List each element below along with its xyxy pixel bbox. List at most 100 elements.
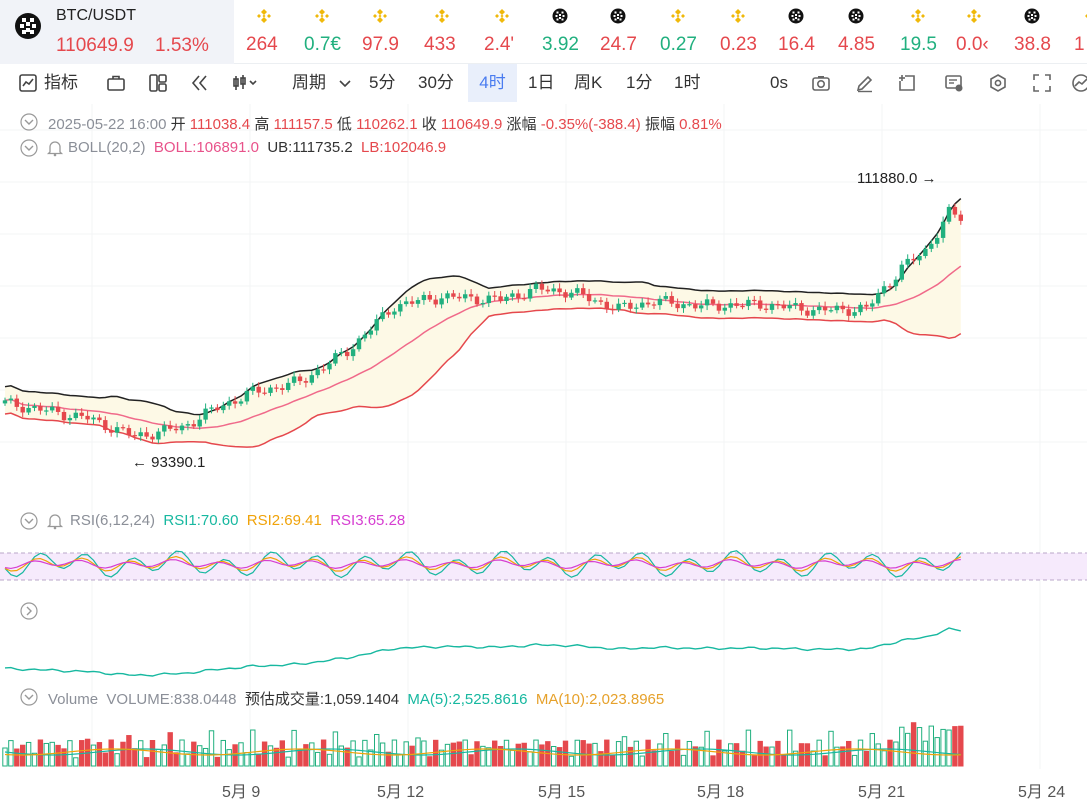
ticker-item[interactable]: 0.27 [660, 0, 720, 64]
collapse-chevron-icon[interactable] [20, 688, 38, 706]
candle-body [758, 300, 763, 309]
volume-bar [2, 747, 8, 767]
active-pair-card[interactable]: BTC/USDT 110649.9 1.53% [0, 0, 234, 64]
ticker-item[interactable]: 264 [246, 0, 306, 64]
layout-icon[interactable] [148, 73, 168, 93]
ticker-item[interactable]: 19.5 [900, 0, 960, 64]
ticker-item[interactable]: 4.85 [838, 0, 898, 64]
price-chart[interactable] [0, 104, 1087, 779]
boll-lower-line [4, 307, 962, 448]
volume-bar [840, 746, 846, 767]
ticker-item[interactable]: 0.7€ [304, 0, 364, 64]
ticker-item[interactable]: 433 [424, 0, 484, 64]
candle-body [616, 303, 621, 310]
interval-1m[interactable]: 1分 [626, 73, 653, 92]
volume-bar [822, 755, 828, 767]
ticker-item[interactable]: 97.9 [362, 0, 422, 64]
bell-icon[interactable] [46, 139, 64, 157]
candle-type-icon[interactable] [232, 73, 258, 93]
candle-body [474, 296, 480, 305]
collapse-chevron-icon[interactable] [20, 512, 38, 530]
volume-bar [728, 743, 734, 767]
candle-body [598, 300, 604, 302]
candle-body [262, 392, 267, 394]
period-dropdown[interactable]: 周期 [292, 73, 326, 92]
volume-bar [515, 743, 521, 767]
ticker-item[interactable]: 38.8 [1014, 0, 1074, 64]
volume-bar [539, 744, 545, 767]
ticker-item[interactable]: 1 [1074, 0, 1087, 64]
interval-5m[interactable]: 5分 [369, 73, 396, 92]
change-label: 涨幅 [506, 116, 537, 133]
volume-bar [226, 749, 232, 767]
zero-seconds-button[interactable]: 0s [770, 73, 788, 92]
collapse-chevron-icon[interactable] [20, 139, 38, 157]
candle-body [14, 398, 19, 407]
indicator-chart-icon[interactable] [18, 73, 38, 93]
low-label: 低 [336, 116, 352, 133]
trend-icon[interactable] [1071, 73, 1087, 93]
briefcase-icon[interactable] [106, 73, 126, 93]
candle-body [362, 334, 368, 339]
candle-body [917, 256, 922, 261]
candle-body [238, 401, 244, 404]
ticker-item[interactable]: 3.92 [542, 0, 602, 64]
indicators-button[interactable]: 指标 [44, 73, 78, 92]
bell-icon[interactable] [46, 512, 64, 530]
open-label: 开 [170, 116, 186, 133]
expand-chevron-icon[interactable] [20, 602, 38, 620]
ticker-item[interactable]: 24.7 [600, 0, 660, 64]
ticker-item[interactable]: 2.4' [484, 0, 544, 64]
camera-icon[interactable] [811, 73, 831, 93]
candle-body [97, 417, 102, 421]
high-price-value: 111880.0 [857, 170, 918, 187]
candle-body [746, 299, 751, 307]
candle-body [291, 376, 297, 383]
add-panel-icon[interactable] [897, 73, 917, 93]
rsi1-value: RSI1:70.60 [163, 512, 239, 529]
candle-body [781, 304, 786, 309]
volume-bar [90, 744, 97, 767]
candle-body [527, 289, 533, 299]
ticker-item[interactable]: 0.0‹ [956, 0, 1016, 64]
volume-header: Volume VOLUME:838.0448 预估成交量:1,059.1404 … [48, 688, 664, 709]
ticker-item[interactable]: 0.23 [720, 0, 780, 64]
candle-body [923, 248, 928, 257]
volume-bar [450, 742, 457, 767]
ticker-value: 97.9 [362, 34, 399, 55]
ticker-item[interactable]: 16.4 [778, 0, 838, 64]
candle-body [150, 436, 155, 440]
interval-4h[interactable]: 4时 [468, 64, 517, 102]
candle-body [256, 386, 261, 393]
candle-body [828, 310, 834, 312]
interval-30m[interactable]: 30分 [418, 73, 454, 92]
bnb-icon [315, 9, 329, 23]
interval-1w[interactable]: 周K [574, 73, 603, 92]
ohlc-header: 2025-05-22 16:00 开 111038.4 高 111157.5 低… [48, 113, 722, 134]
volume-bar [781, 755, 787, 767]
volume-bar [250, 729, 256, 767]
volume-bar [686, 740, 693, 767]
pencil-icon[interactable] [855, 73, 875, 93]
volume-bar [315, 751, 321, 767]
volume-bar [415, 737, 421, 767]
candle-body [840, 305, 845, 310]
candle-body [787, 305, 792, 309]
volume-bar [96, 742, 103, 767]
collapse-chevron-icon[interactable] [20, 113, 38, 131]
volume-bar [197, 745, 203, 767]
volume-bar [114, 753, 120, 767]
candle-body [675, 303, 680, 309]
candle-body [592, 300, 598, 302]
screen-settings-icon[interactable] [944, 73, 964, 93]
volume-bar [486, 747, 492, 767]
gear-icon[interactable] [988, 73, 1008, 93]
interval-1h[interactable]: 1时 [674, 73, 701, 92]
interval-1d[interactable]: 1日 [528, 73, 555, 92]
candle-body [935, 237, 940, 244]
volume-bar [739, 750, 746, 767]
boll-mid: BOLL:106891.0 [153, 139, 259, 156]
rewind-icon[interactable] [190, 73, 210, 93]
fullscreen-icon[interactable] [1032, 73, 1052, 93]
